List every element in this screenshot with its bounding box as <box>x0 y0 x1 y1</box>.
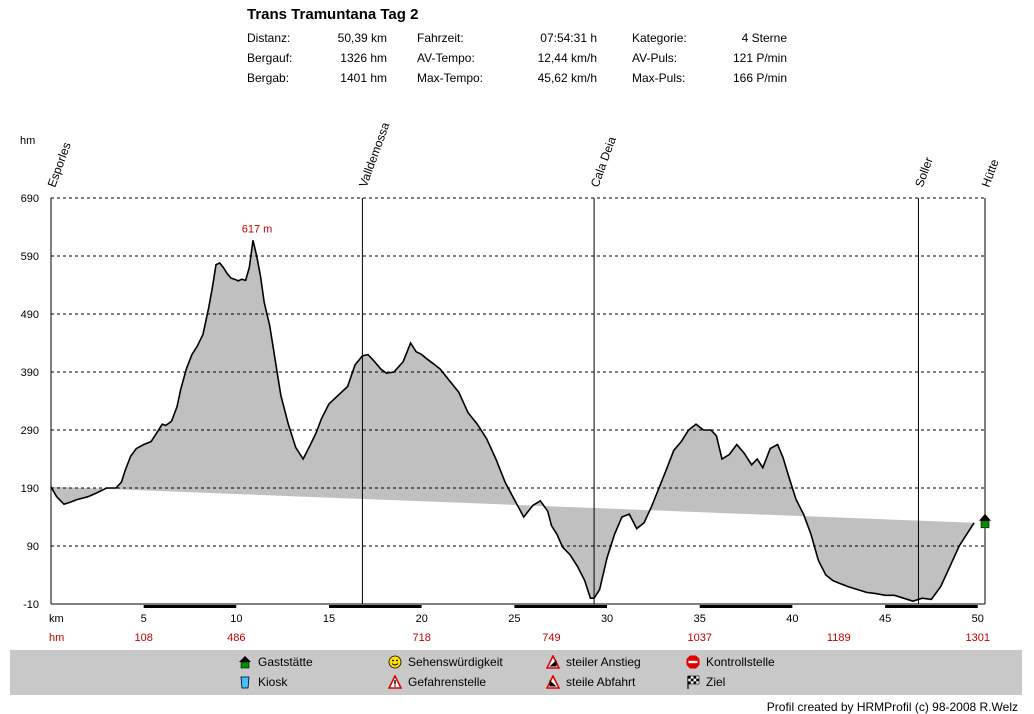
stat-label: Kategorie: <box>632 31 687 45</box>
cumulative-value: 749 <box>542 632 560 644</box>
stat-value: 45,62 km/h <box>537 71 597 85</box>
stat-label: AV-Tempo: <box>417 51 475 65</box>
y-tick-label: 190 <box>21 483 39 495</box>
stat-label: AV-Puls: <box>632 51 678 65</box>
legend-item: steiler Anstieg <box>545 654 641 669</box>
legend-item: steile Abfahrt <box>545 674 636 689</box>
legend-label: Kontrollstelle <box>706 655 775 669</box>
legend-label: Ziel <box>706 675 726 689</box>
stat-value: 1326 hm <box>340 51 387 65</box>
x-tick-label: 20 <box>416 613 428 625</box>
y-tick-label: 290 <box>21 425 39 437</box>
y-tick-label: 390 <box>21 367 39 379</box>
elevation-area <box>51 240 975 602</box>
distance-bar-segment <box>329 605 422 608</box>
stat-value: 121 P/min <box>732 51 787 65</box>
elevation-line <box>50 240 975 602</box>
cumulative-value: 1301 <box>966 632 990 644</box>
stat-value: 12,44 km/h <box>537 51 597 65</box>
legend-item: Ziel <box>686 675 725 689</box>
distance-bar-segment <box>143 605 237 608</box>
x-tick-label: 5 <box>141 613 147 625</box>
stat-label: Bergab: <box>247 71 290 85</box>
warning-icon <box>387 674 403 689</box>
stat-label: Bergauf: <box>247 51 293 65</box>
x-tick-label: 40 <box>786 613 798 625</box>
distance-bar-segment <box>699 605 793 608</box>
cup-icon <box>238 675 252 689</box>
checkered-flag-icon <box>686 675 700 689</box>
distance-bar-segment <box>51 605 144 608</box>
stat-value: 50,39 km <box>337 31 387 45</box>
y-tick-label: 90 <box>27 541 39 553</box>
distance-bar-segment <box>421 605 515 608</box>
y-axis-label: hm <box>20 135 35 147</box>
route-title: Trans Tramuntana Tag 2 <box>247 6 419 23</box>
waypoint-label: Valldemossa <box>356 120 392 189</box>
waypoint-label: Esporles <box>45 140 74 189</box>
stat-value: 07:54:31 h <box>540 31 597 45</box>
legend-item: Gaststätte <box>238 655 313 669</box>
y-tick-label: -10 <box>23 599 39 611</box>
x-tick-label: 10 <box>230 613 242 625</box>
smiley-icon <box>388 655 402 669</box>
house-icon <box>979 513 991 521</box>
cumulative-value: 108 <box>134 632 152 644</box>
legend-item: Kiosk <box>238 675 287 689</box>
elevation-profile-chart: -10 90 190 290 390 490 590 690 hm Esporles Valldem… <box>20 120 1002 644</box>
distance-bar-segment <box>792 605 886 608</box>
credit-text: Profil created by HRMProfil (c) 98-2008 … <box>766 700 1018 714</box>
cumulative-value: 718 <box>413 632 431 644</box>
waypoint-label: Soller <box>912 155 936 189</box>
y-tick-label: 490 <box>21 309 39 321</box>
stat-value: 1401 hm <box>340 71 387 85</box>
x-tick-label: 30 <box>601 613 613 625</box>
steep-ascent-icon <box>545 654 561 669</box>
stat-label: Fahrzeit: <box>417 31 464 45</box>
x-tick-label: 25 <box>508 613 520 625</box>
cumulative-value: 1189 <box>827 632 851 644</box>
x-tick-label: 15 <box>323 613 335 625</box>
x-axis-label: km <box>49 613 64 625</box>
legend: Gaststätte Kiosk Sehenswürdigkeit Gefahr… <box>10 650 1022 695</box>
legend-label: Kiosk <box>258 675 288 689</box>
legend-item: Gefahrenstelle <box>387 674 487 689</box>
legend-label: Sehenswürdigkeit <box>408 655 503 669</box>
distance-bar-segment <box>885 605 978 608</box>
legend-item: Kontrollstelle <box>686 655 775 669</box>
waypoint-label: Cala Deia <box>588 134 619 189</box>
stat-value: 166 P/min <box>732 71 787 85</box>
legend-label: steiler Anstieg <box>566 655 641 669</box>
x-tick-label: 35 <box>694 613 706 625</box>
cumulative-row-label: hm <box>49 632 64 644</box>
stop-icon <box>686 655 700 669</box>
x-tick-label: 45 <box>879 613 891 625</box>
y-tick-label: 690 <box>21 193 39 205</box>
peak-annotation: 617 m <box>242 223 273 235</box>
stat-label: Max-Tempo: <box>417 71 484 85</box>
distance-bar-segment <box>236 605 330 608</box>
waypoint-label: Hütte <box>979 157 1002 189</box>
legend-label: steile Abfahrt <box>566 675 636 689</box>
x-tick-label: 50 <box>972 613 984 625</box>
house-icon <box>980 520 990 529</box>
distance-bar-segment <box>514 605 608 608</box>
stat-label: Distanz: <box>247 31 291 45</box>
house-icon <box>238 655 252 669</box>
stat-value: 4 Sterne <box>741 31 787 45</box>
legend-label: Gefahrenstelle <box>408 675 487 689</box>
cumulative-value: 486 <box>227 632 245 644</box>
distance-bar-segment <box>607 605 700 608</box>
legend-label: Gaststätte <box>258 655 313 669</box>
steep-descent-icon <box>545 674 561 689</box>
stat-label: Max-Puls: <box>632 71 686 85</box>
cumulative-value: 1037 <box>687 632 711 644</box>
y-tick-label: 590 <box>21 251 39 263</box>
legend-item: Sehenswürdigkeit <box>388 655 503 669</box>
